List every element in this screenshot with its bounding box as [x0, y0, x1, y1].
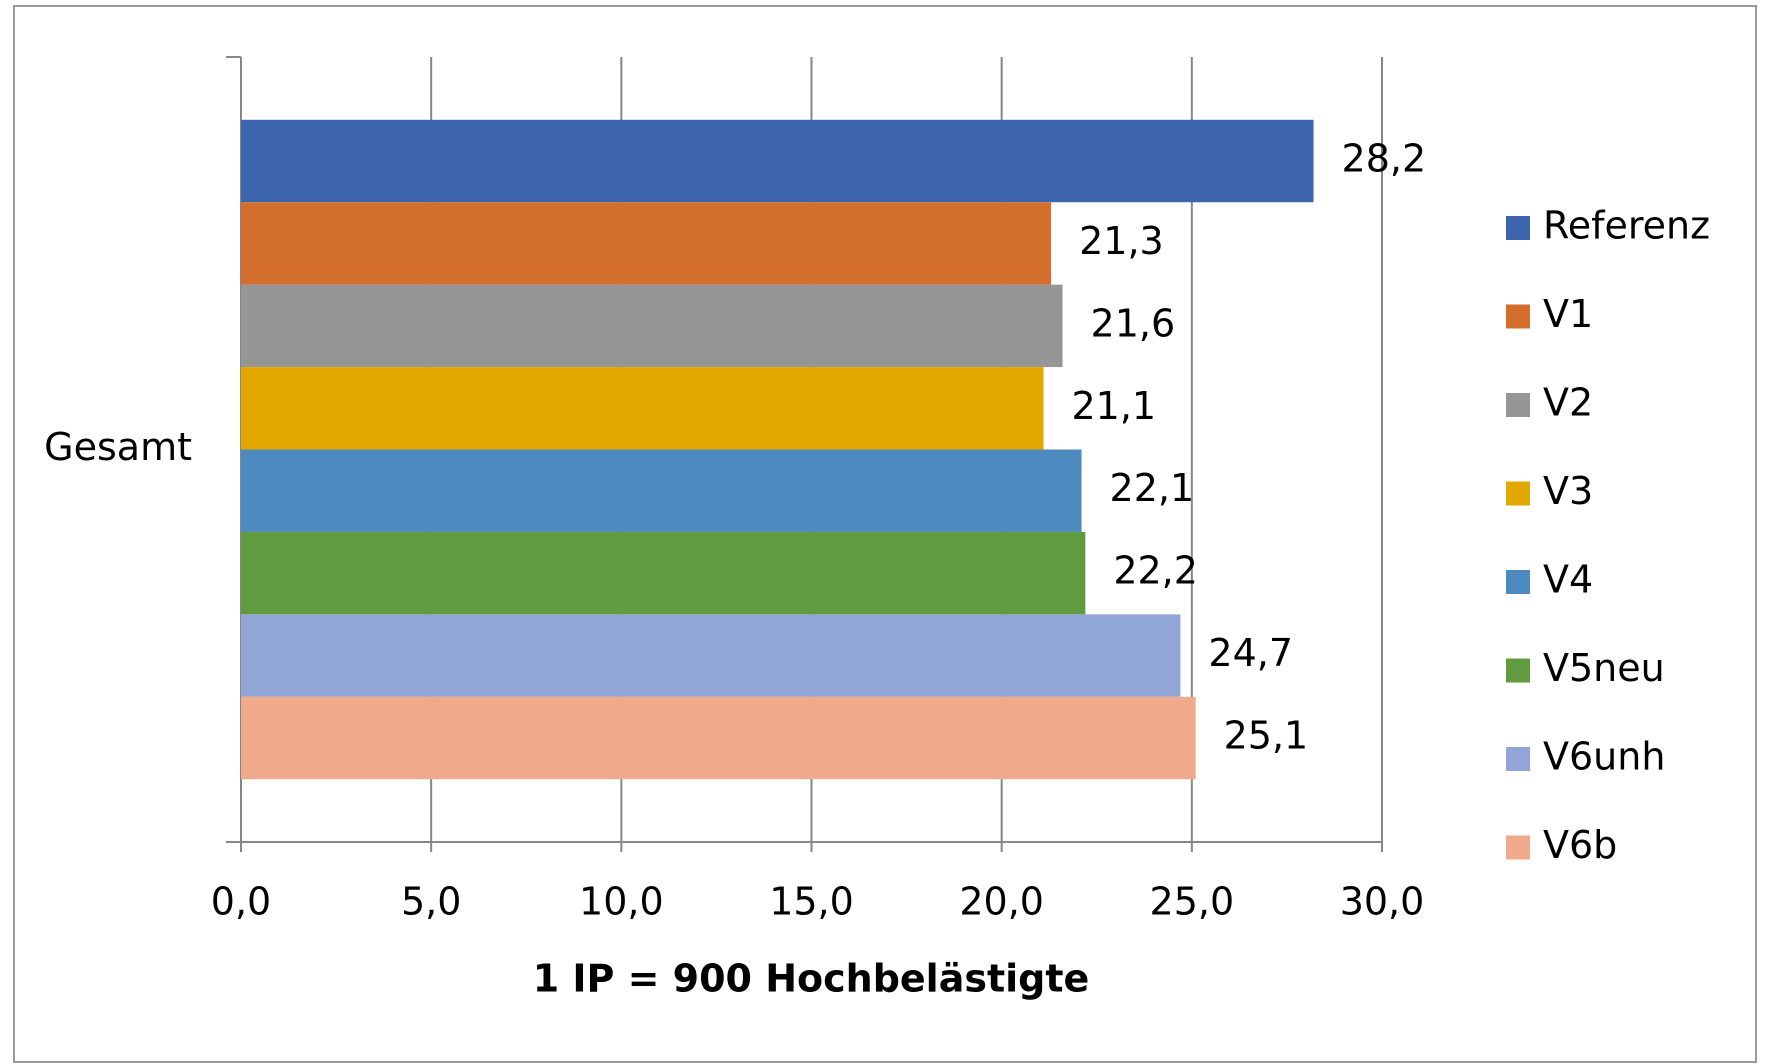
data-label: 21,3 [1079, 219, 1164, 263]
legend-label: V3 [1543, 469, 1593, 513]
legend-swatch [1506, 570, 1530, 594]
legend-swatch [1506, 216, 1530, 240]
legend-swatch [1506, 481, 1530, 506]
bar [241, 449, 1082, 532]
legend-swatch [1506, 658, 1530, 683]
bar [241, 202, 1052, 285]
bar [241, 531, 1086, 615]
legend-label: V5neu [1543, 646, 1665, 690]
bar [241, 614, 1181, 697]
legend-label: V6unh [1543, 735, 1665, 779]
legend-label: V6b [1543, 823, 1617, 867]
legend-swatch [1506, 835, 1530, 860]
bar [241, 367, 1044, 450]
data-label: 24,7 [1208, 631, 1293, 675]
x-tick-label: 10,0 [579, 880, 664, 924]
data-label: 25,1 [1224, 713, 1309, 757]
x-tick-label: 20,0 [959, 880, 1044, 924]
data-label: 22,2 [1113, 549, 1198, 593]
data-label: 28,2 [1342, 137, 1427, 181]
y-tick-label: Gesamt [44, 425, 192, 469]
legend-swatch [1506, 393, 1530, 417]
legend-label: Referenz [1543, 204, 1710, 248]
bar [241, 284, 1063, 368]
legend-label: V1 [1543, 292, 1593, 336]
legend-label: V2 [1543, 381, 1593, 425]
x-tick-label: 5,0 [401, 880, 461, 924]
x-tick-label: 30,0 [1340, 880, 1425, 924]
legend-swatch [1506, 304, 1530, 329]
legend-label: V4 [1543, 558, 1593, 602]
x-tick-label: 0,0 [211, 880, 271, 924]
x-axis-title: 1 IP = 900 Hochbelästigte [533, 957, 1090, 1001]
x-tick-label: 25,0 [1150, 880, 1235, 924]
bar [241, 119, 1314, 203]
x-tick-label: 15,0 [769, 880, 854, 924]
data-label: 22,1 [1110, 466, 1195, 510]
bar [241, 696, 1196, 780]
legend-swatch [1506, 747, 1530, 771]
data-label: 21,6 [1091, 301, 1176, 345]
data-label: 21,1 [1072, 384, 1157, 428]
